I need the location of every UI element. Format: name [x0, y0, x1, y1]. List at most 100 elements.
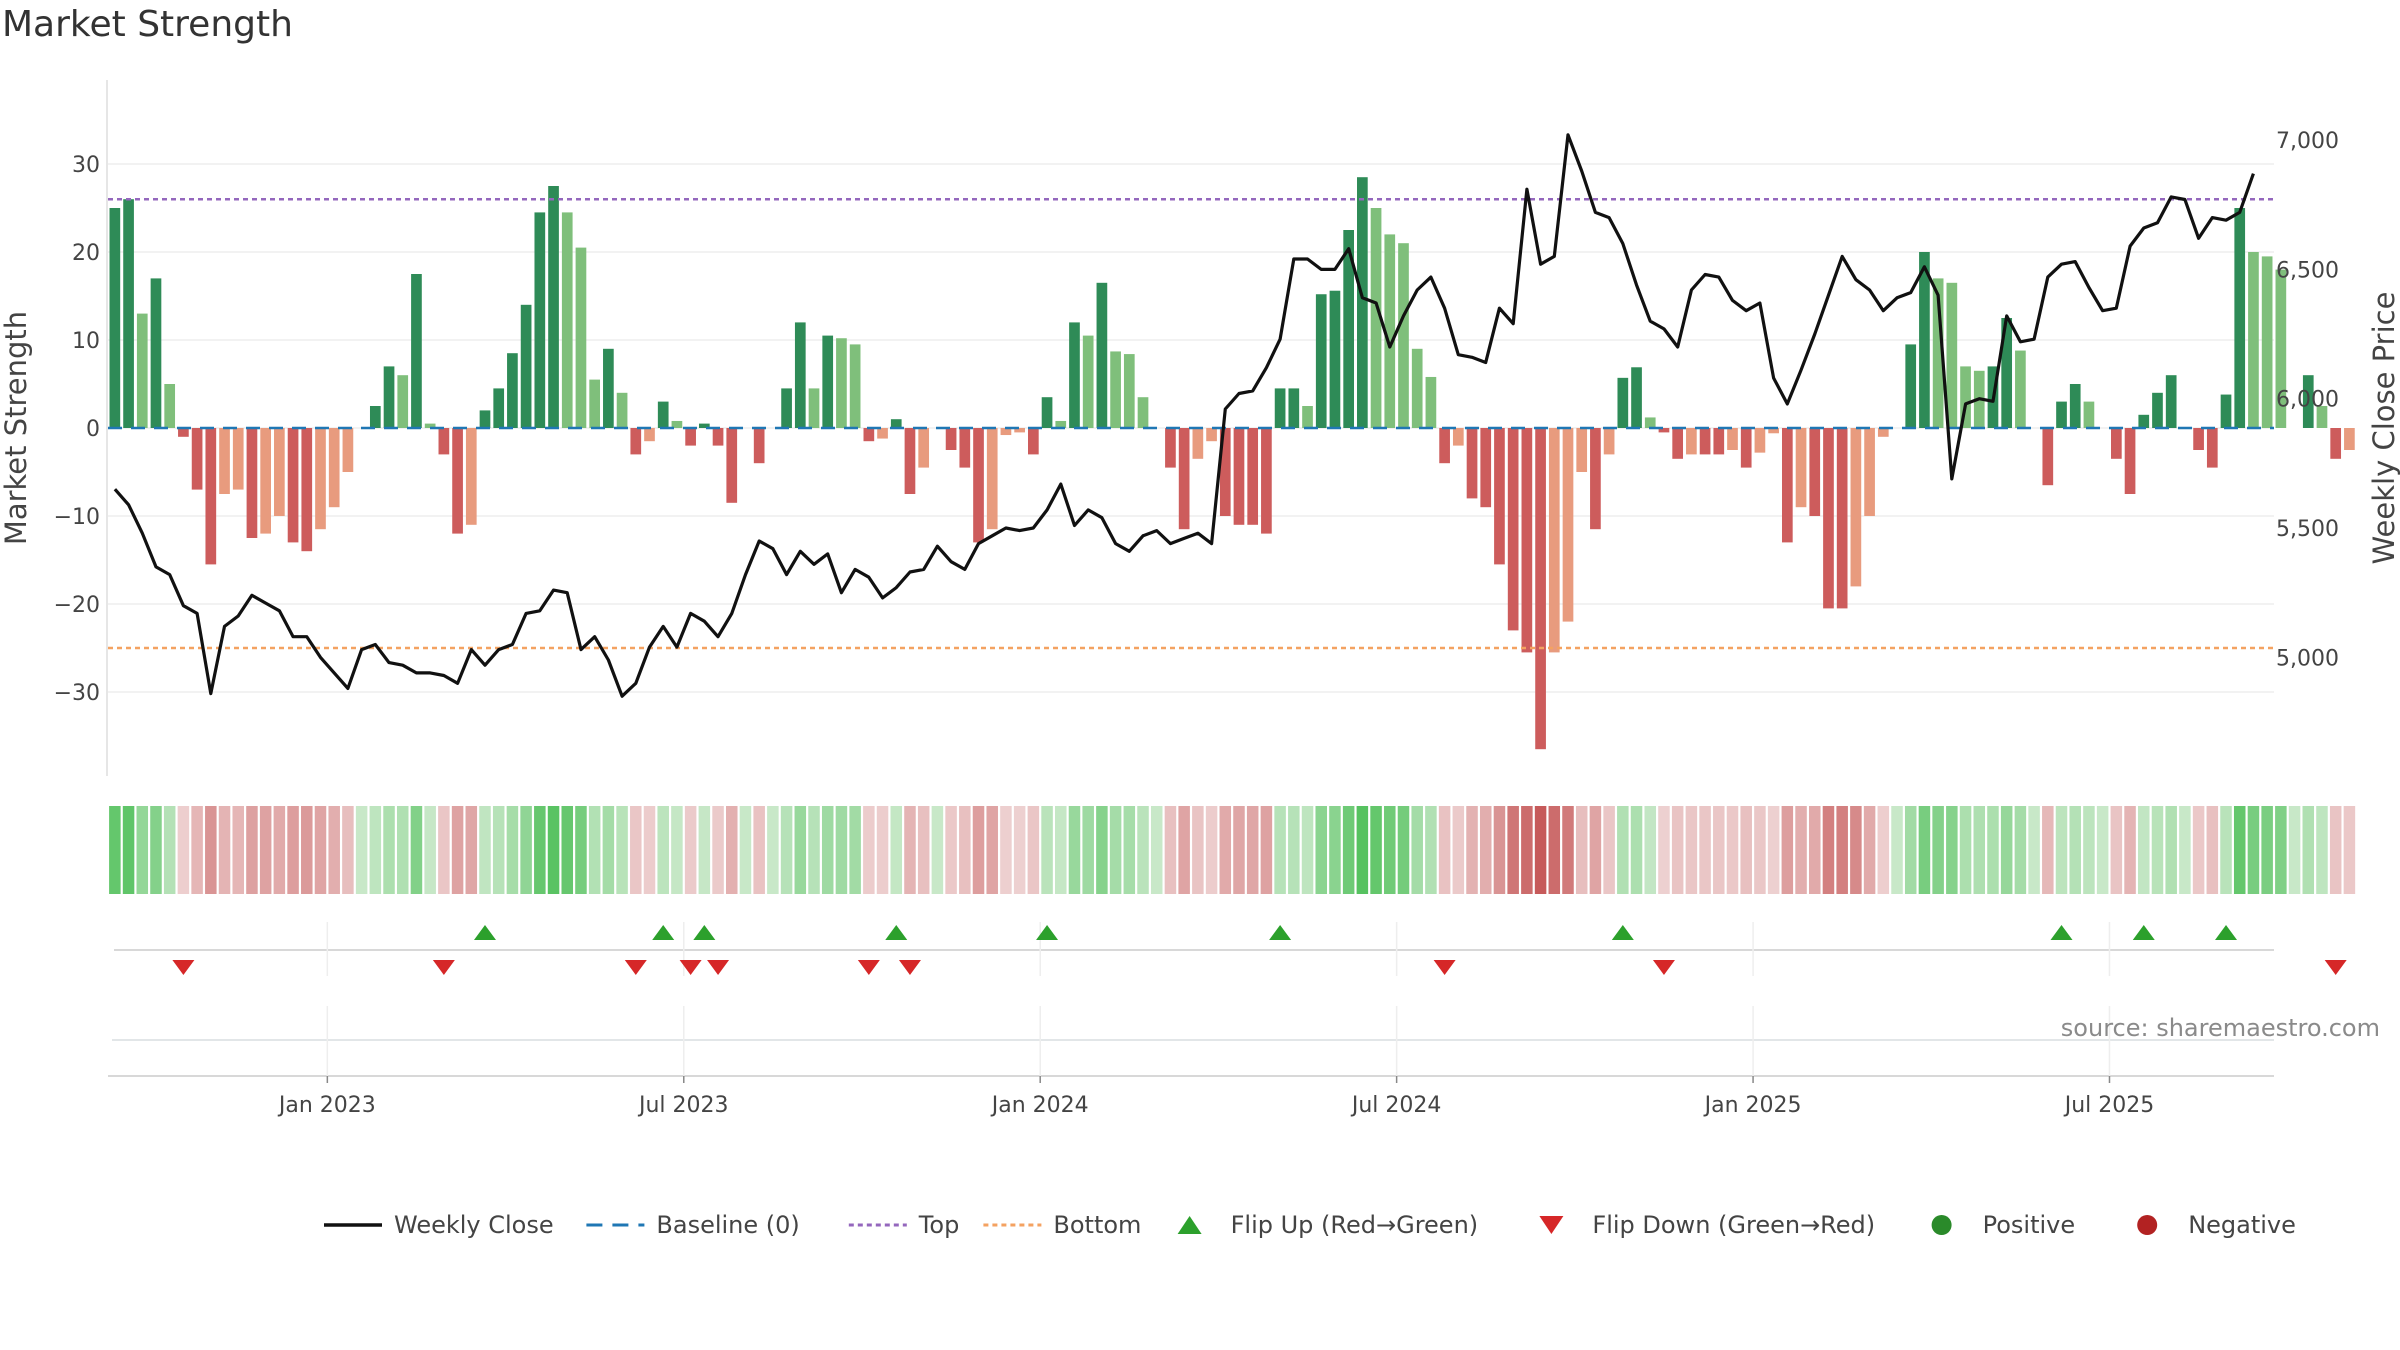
strength-bar — [2193, 428, 2204, 450]
strength-bar — [1686, 428, 1697, 455]
heatmap-cell — [1397, 806, 1410, 894]
strength-bar — [973, 428, 984, 543]
strength-bar — [1411, 348, 1423, 428]
strength-bar — [1905, 344, 1917, 428]
strength-bar — [2138, 414, 2150, 428]
strength-bar — [246, 428, 258, 538]
legend-label: Flip Up (Red→Green) — [1231, 1211, 1479, 1239]
strength-bar — [164, 384, 176, 428]
strength-bar — [411, 274, 422, 428]
strength-bar — [438, 428, 450, 455]
strength-bar — [1302, 406, 1313, 428]
strength-bar — [904, 428, 916, 494]
strength-bar — [1123, 354, 1135, 428]
strength-bar — [1398, 243, 1409, 428]
heatmap-cell — [1123, 806, 1136, 894]
strength-bar — [1535, 428, 1546, 750]
x-tick-label: Jan 2024 — [990, 1093, 1089, 1118]
strength-bar — [1809, 428, 1821, 516]
strength-bar — [2330, 428, 2342, 459]
flip-down-marker — [1433, 960, 1456, 975]
strength-bar — [2152, 392, 2163, 428]
heatmap-cell — [273, 806, 286, 894]
strength-bar — [877, 428, 888, 439]
legend-label: Baseline (0) — [656, 1211, 799, 1239]
heatmap-cell — [1356, 806, 1369, 894]
strength-bar — [794, 322, 806, 428]
heatmap-cell — [1041, 806, 1053, 894]
strength-bar — [822, 335, 834, 428]
strength-bar — [2001, 318, 2013, 428]
strength-bar — [1069, 322, 1080, 428]
heatmap-cell — [314, 806, 327, 894]
heatmap-cell — [2247, 806, 2260, 894]
strength-bar — [2165, 375, 2177, 428]
strength-bar — [397, 375, 409, 428]
strength-bar — [136, 313, 148, 428]
strength-bar — [1315, 294, 1327, 428]
heatmap-cell — [808, 806, 820, 894]
heatmap-cell — [1671, 806, 1684, 894]
strength-bar — [315, 428, 326, 530]
flip-markers — [108, 922, 2347, 1083]
heatmap-cell — [863, 806, 875, 894]
heatmap-cell — [1027, 806, 1040, 894]
strength-bar — [191, 428, 203, 490]
strength-bar — [1370, 208, 1382, 428]
heatmap-cell — [1082, 806, 1094, 894]
flip-up-marker — [885, 925, 908, 940]
heatmap-cell — [1521, 806, 1533, 894]
reference-lines — [108, 197, 2274, 650]
y-right-axis-label: Weekly Close Price — [2367, 292, 2400, 565]
heatmap-cell — [136, 806, 149, 894]
strength-bar — [2124, 428, 2136, 494]
strength-bar — [1206, 428, 1217, 442]
strength-bar — [1274, 388, 1286, 428]
heatmap-cell — [1603, 806, 1615, 894]
heatmap-cell — [1507, 806, 1519, 894]
heatmap-cell — [821, 806, 834, 894]
legend-swatch — [2137, 1215, 2158, 1235]
heatmap-cell — [1315, 806, 1327, 894]
strength-bar — [1562, 428, 1574, 622]
strength-bar — [328, 428, 340, 508]
strength-bar — [561, 212, 573, 428]
strength-bar — [2083, 401, 2095, 428]
strength-bar — [1055, 420, 1067, 428]
strength-bar — [1590, 428, 1601, 530]
heatmap-cell — [424, 806, 436, 894]
strength-bar — [945, 428, 957, 450]
flip-down-marker — [898, 960, 921, 975]
flip-up-marker — [1269, 925, 1292, 940]
heatmap-cell — [780, 806, 793, 894]
heatmap-cell — [767, 806, 779, 894]
strength-bar — [1864, 428, 1875, 516]
heatmap-cell — [1288, 806, 1300, 894]
strength-bar — [1343, 230, 1354, 428]
legend-swatch — [1931, 1215, 1952, 1235]
heatmap-cell — [575, 806, 587, 894]
strength-bar — [1754, 428, 1766, 453]
heatmap-cell — [383, 806, 395, 894]
strength-bar — [123, 199, 134, 428]
heatmap-cell — [1055, 806, 1067, 894]
heatmap-cell — [1452, 806, 1465, 894]
heatmap-cell — [1740, 806, 1752, 894]
heatmap-cell — [1370, 806, 1382, 894]
heatmap-cell — [355, 806, 368, 894]
strength-bar — [1261, 428, 1272, 534]
strength-bar — [1000, 428, 1012, 436]
heatmap-cell — [1617, 806, 1629, 894]
flip-up-marker — [473, 925, 496, 940]
strength-bar — [2261, 256, 2273, 428]
strength-bar — [493, 388, 505, 428]
y-right-tick-label: 6,000 — [2276, 388, 2339, 413]
strength-bar — [2234, 208, 2246, 428]
x-tick-label: Jan 2025 — [1703, 1093, 1802, 1118]
strength-bar — [1425, 376, 1437, 428]
heatmap-cell — [1781, 806, 1794, 894]
heatmap-cell — [712, 806, 724, 894]
heatmap-cell — [1644, 806, 1657, 894]
heatmap-cell — [2220, 806, 2232, 894]
heatmap-cell — [2192, 806, 2205, 894]
